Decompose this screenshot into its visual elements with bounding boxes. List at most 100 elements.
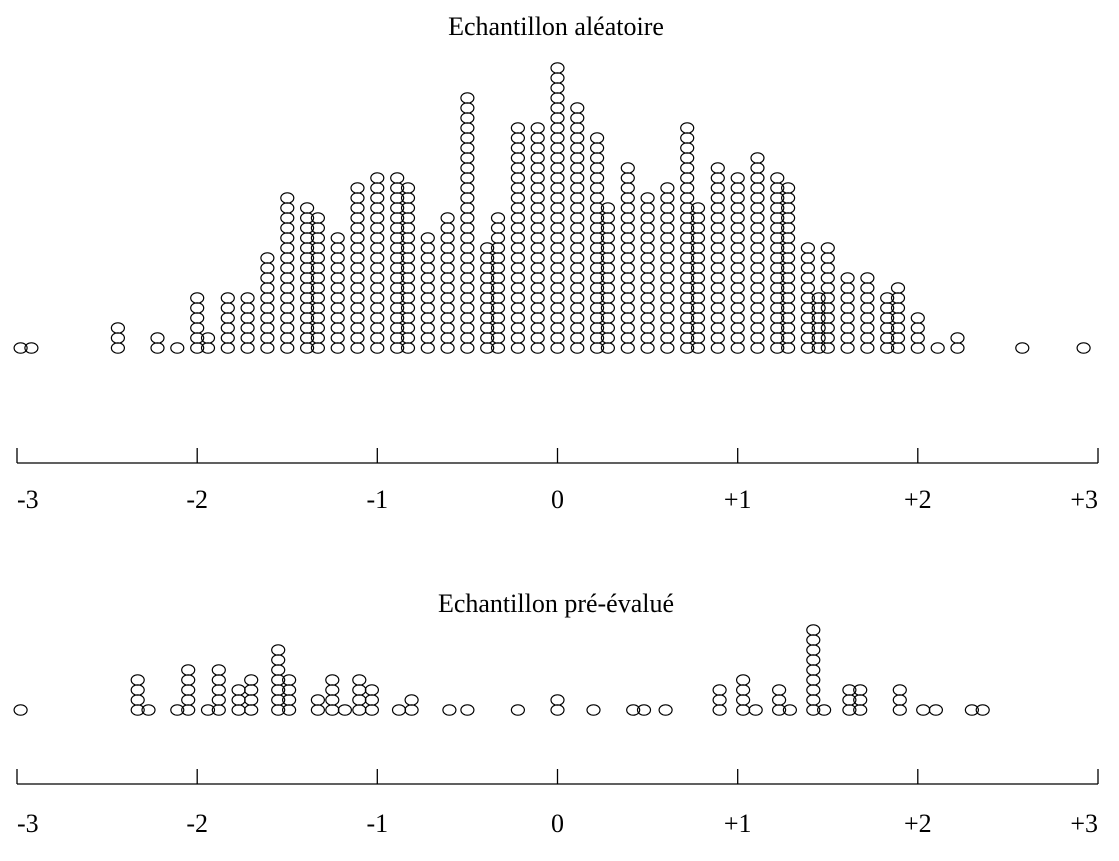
data-point [510,182,526,194]
data-point [640,232,655,244]
data-point [330,242,345,254]
data-point [510,132,526,144]
data-point [530,232,545,244]
data-point [710,242,725,254]
data-point [330,342,345,354]
data-point [244,704,259,716]
data-point [806,644,821,656]
data-point [440,282,455,294]
dot-series [13,624,990,716]
data-point [640,282,655,294]
x-tick-label: 0 [551,809,564,838]
data-point [750,192,765,204]
data-point [620,182,635,194]
data-point [211,664,226,676]
data-point [950,332,965,344]
data-point [400,182,416,194]
data-point [800,252,816,264]
data-point [280,232,295,244]
data-point [271,654,286,666]
data-point [840,292,855,304]
data-point [280,242,295,254]
data-point [710,212,725,224]
data-point [820,292,835,304]
x-tick-label: -2 [186,809,208,838]
data-point [620,312,635,324]
x-tick-label: -1 [366,485,388,514]
data-point [330,312,345,324]
data-point [510,332,526,344]
data-point [440,342,455,354]
data-point [330,272,345,284]
data-point [730,242,745,254]
data-point [735,694,751,706]
data-point [782,704,798,716]
x-tick-label: -2 [186,485,208,514]
data-point [350,202,365,214]
data-point [620,292,635,304]
data-point [712,704,727,716]
data-point [860,292,875,304]
data-point [820,282,835,294]
data-point [550,92,565,104]
dot-series [13,62,1091,354]
data-point [860,342,875,354]
data-point [570,212,585,224]
data-point [710,182,725,194]
data-point [181,684,196,696]
data-point [735,684,751,696]
data-point [510,262,526,274]
data-point [190,302,205,314]
data-point [550,312,565,324]
x-tick-label: -1 [366,809,388,838]
data-point [860,332,875,344]
data-point [570,182,585,194]
data-point [806,674,821,686]
x-tick-label: +1 [724,809,752,838]
data-point [350,192,365,204]
data-point [244,674,259,686]
data-point [620,212,635,224]
data-point [550,112,565,124]
data-point [130,684,145,696]
data-point [460,322,475,334]
data-point [530,202,545,214]
data-point [244,684,259,696]
data-point [570,192,585,204]
data-point [170,704,185,716]
data-point [589,132,605,144]
data-point [310,212,325,224]
data-point [660,212,675,224]
data-point [570,262,585,274]
data-point [910,342,925,354]
data-point [370,222,385,234]
data-point [550,72,565,84]
data-point [620,162,635,174]
data-point [620,282,635,294]
x-axis: -3 -2 -1 0 +1 +2 +3 [16,769,1099,838]
data-point [460,252,475,264]
data-point [280,332,295,344]
data-point [660,182,675,194]
data-point [735,674,751,686]
data-point [750,162,765,174]
data-point [460,92,475,104]
data-point [660,192,675,204]
data-point [350,312,365,324]
data-point [350,332,365,344]
data-point [370,292,385,304]
data-point [240,312,255,324]
data-point [840,302,855,314]
x-tick-label: +2 [904,485,932,514]
data-point [550,322,565,334]
data-point [750,272,765,284]
data-point [730,262,745,274]
data-point [550,62,565,74]
data-point [550,102,565,114]
data-point [13,704,28,716]
data-point [550,192,565,204]
data-point [658,704,673,716]
data-point [800,282,816,294]
data-point [141,704,156,716]
data-point [440,292,455,304]
